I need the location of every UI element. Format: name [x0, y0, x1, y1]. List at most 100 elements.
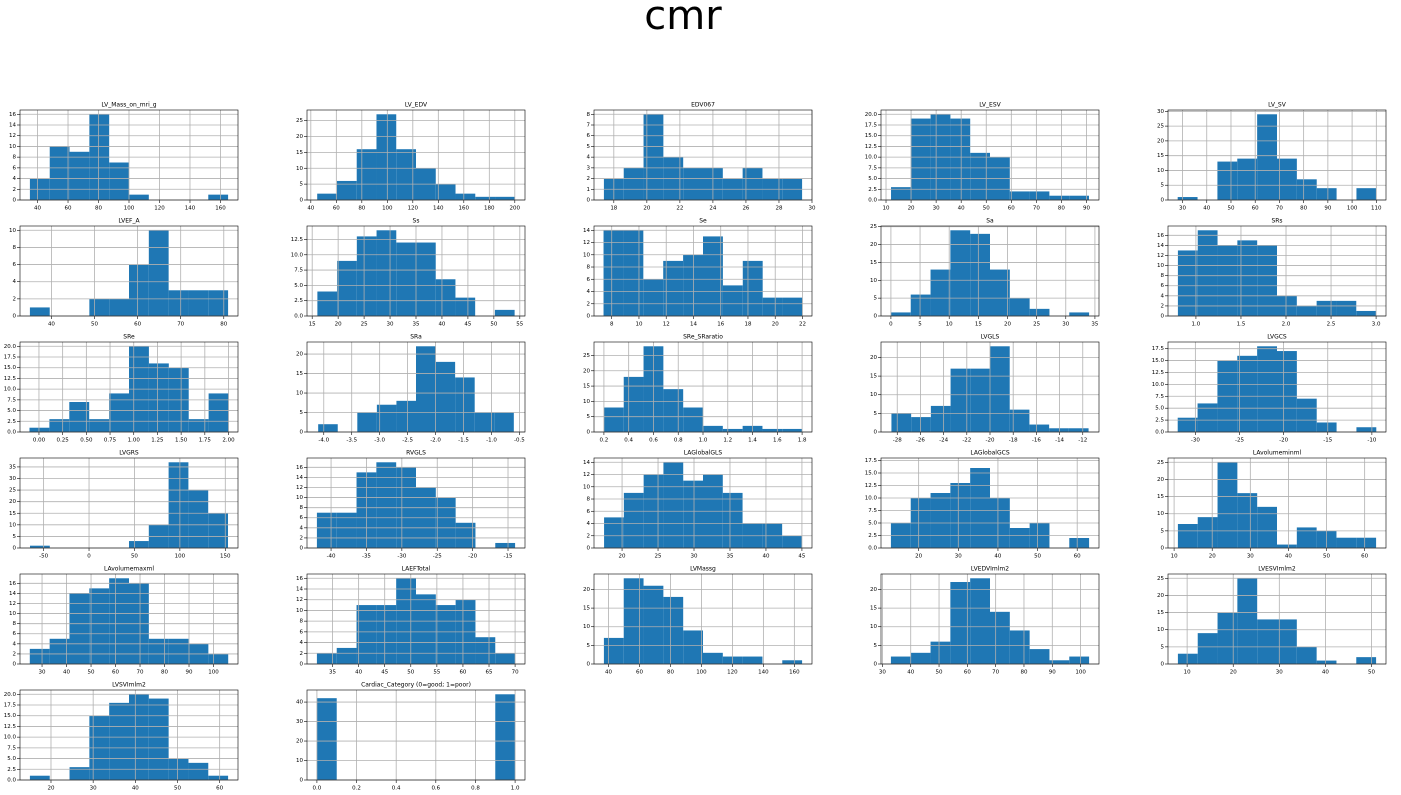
bar: [1009, 528, 1030, 548]
x-tick-label: 40: [132, 786, 139, 792]
axes-frame: [593, 341, 813, 433]
y-tick-label: 2.5: [294, 298, 303, 304]
axes-frame: [593, 109, 813, 201]
bar: [494, 412, 514, 432]
bar: [950, 483, 971, 548]
y-tick-label: 17.5: [4, 703, 17, 709]
y-tick-label: 10: [296, 608, 303, 614]
bar: [1237, 355, 1258, 432]
x-tick-label: 40: [958, 206, 965, 212]
axes-frame: [1167, 457, 1387, 549]
bar: [930, 405, 951, 432]
y-tick-label: 14: [1157, 243, 1164, 249]
y-tick-label: 15: [296, 371, 303, 377]
y-tick-label: 15: [870, 606, 877, 612]
bar: [1197, 230, 1218, 316]
y-tick-label: 4: [13, 279, 17, 285]
y-tick-label: 16: [1157, 233, 1164, 239]
y-tick-label: 10: [296, 391, 303, 397]
x-tick-label: 40: [1322, 670, 1329, 676]
x-tick-label: 30: [1062, 322, 1069, 328]
bar: [356, 236, 377, 316]
y-tick-label: 20: [1157, 138, 1164, 144]
bar: [416, 346, 436, 432]
subplot-title: LVEDVImlm2: [971, 566, 1009, 573]
y-tick-label: 6: [1161, 283, 1165, 289]
bar: [1029, 649, 1050, 664]
bar: [1009, 630, 1030, 664]
y-tick-label: 5.0: [868, 176, 877, 182]
bar: [89, 419, 110, 432]
subplot-title: LV_EDV: [405, 102, 428, 109]
x-tick-label: -2.0: [430, 438, 441, 444]
x-tick-label: 120: [154, 206, 165, 212]
bar: [356, 149, 377, 200]
y-tick-label: 20: [9, 499, 16, 505]
y-tick-label: 14: [296, 475, 303, 481]
x-tick-label: 18: [610, 206, 617, 212]
bar: [623, 167, 644, 200]
x-tick-label: 10: [946, 322, 953, 328]
y-tick-label: 2: [1161, 303, 1165, 309]
y-tick-label: 0: [300, 198, 304, 204]
bar: [1069, 538, 1090, 548]
bar: [722, 285, 743, 316]
bar: [1049, 660, 1070, 664]
bar: [1217, 245, 1238, 316]
bar: [722, 428, 743, 432]
axes-frame: [19, 341, 239, 433]
y-tick-label: 15: [583, 384, 590, 390]
y-tick-label: 8: [300, 619, 304, 625]
bar: [1177, 250, 1198, 316]
x-tick-label: -3.5: [346, 438, 357, 444]
axes-frame: [19, 689, 239, 781]
y-tick-label: 4: [13, 176, 17, 182]
y-tick-label: 5: [587, 144, 591, 150]
y-tick-label: 7.5: [294, 268, 303, 274]
bar: [683, 480, 703, 548]
bar: [69, 402, 90, 432]
x-tick-label: -35: [362, 554, 371, 560]
y-tick-label: 12: [583, 472, 590, 478]
y-tick-label: 7.5: [1155, 394, 1164, 400]
y-tick-label: 10: [9, 144, 16, 150]
bar: [188, 762, 209, 780]
y-tick-label: 15: [9, 511, 16, 517]
x-tick-label: 15: [309, 322, 316, 328]
x-tick-label: 40: [762, 554, 769, 560]
bar: [316, 698, 337, 780]
y-tick-label: 4: [1161, 293, 1165, 299]
axes-frame: [880, 457, 1100, 549]
bar: [910, 294, 931, 316]
subplot-title: LAvolumemaxml: [104, 566, 154, 573]
bar: [435, 184, 456, 200]
bar: [148, 230, 169, 316]
x-tick-label: 70: [992, 670, 999, 676]
subplot-title: Cardiac_Category (0=good; 1=poor): [361, 682, 471, 689]
x-tick-label: 10: [883, 206, 890, 212]
bar: [910, 118, 931, 200]
y-tick-label: 5.0: [294, 283, 303, 289]
x-tick-label: 90: [1083, 206, 1090, 212]
axes-frame: [1167, 341, 1387, 433]
subplot-title: LAEFTotal: [402, 566, 431, 573]
subplot-title: LAGlobalGCS: [970, 450, 1009, 457]
x-tick-label: 0.8: [674, 438, 683, 444]
bar: [168, 290, 189, 316]
x-tick-label: 40: [1203, 206, 1210, 212]
y-tick-label: 14: [296, 587, 303, 593]
bar: [188, 290, 209, 316]
x-tick-label: 1.2: [723, 438, 732, 444]
x-tick-label: -40: [327, 554, 336, 560]
bar: [208, 393, 229, 432]
y-tick-label: 2: [587, 176, 591, 182]
bar: [762, 297, 783, 316]
bar: [29, 427, 50, 432]
y-tick-label: 10.0: [4, 735, 17, 741]
y-tick-label: 7.5: [868, 165, 877, 171]
bar: [1316, 300, 1337, 316]
x-tick-label: 25: [655, 554, 662, 560]
bar: [1237, 493, 1258, 548]
axes-frame: [880, 109, 1100, 201]
x-tick-label: 0.6: [431, 786, 440, 792]
